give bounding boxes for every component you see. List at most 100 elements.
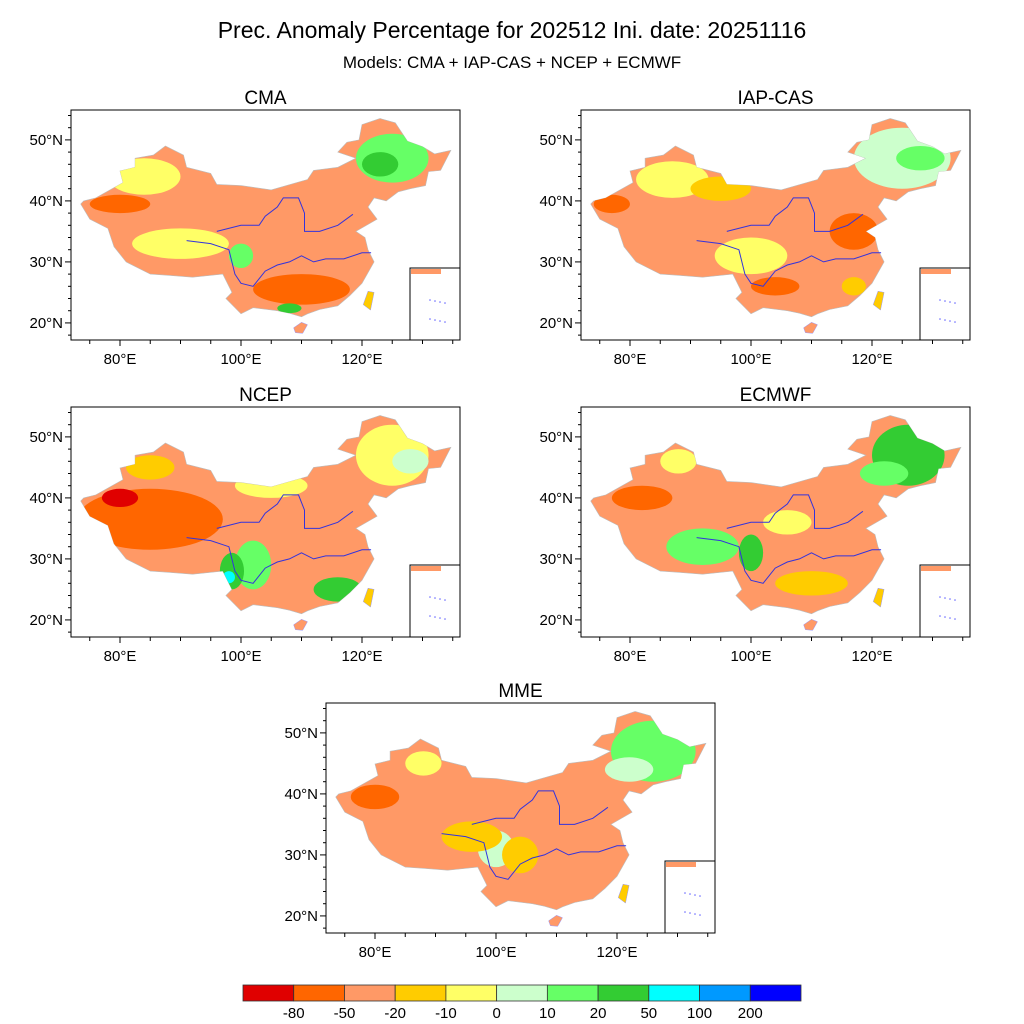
- inset-island-dot: [944, 300, 946, 302]
- map-panel-iap-cas: IAP-CAS 80°E 100°E 120°E 20°N 30°N 40°N 50°N: [539, 88, 971, 368]
- inset-island-dot: [684, 911, 686, 913]
- inset-island-dot: [699, 895, 701, 897]
- anomaly-region: [126, 455, 175, 480]
- x-tick-label: 80°E: [104, 351, 137, 368]
- inset-island-dot: [444, 618, 446, 620]
- hainan-fill: [293, 322, 308, 334]
- y-tick-label: 20°N: [284, 908, 318, 925]
- anomaly-region: [896, 145, 945, 171]
- x-tick-label: 80°E: [359, 944, 392, 961]
- anomaly-region: [829, 213, 879, 250]
- anomaly-region: [350, 784, 400, 810]
- map-panel-ncep: NCEP 80°E 100°E 120°E 20°N 30°N 40°N 50°N: [29, 385, 461, 665]
- inset-island-dot: [954, 302, 956, 304]
- anomaly-region: [775, 571, 848, 596]
- anomaly-region: [604, 757, 654, 782]
- anomaly-regions: [89, 133, 429, 314]
- x-tick-label: 80°E: [614, 648, 647, 665]
- anomaly-region: [405, 751, 442, 776]
- colorbar-swatch: [546, 984, 599, 1002]
- anomaly-region: [441, 821, 503, 852]
- y-tick-label: 30°N: [29, 254, 63, 271]
- panel-title: CMA: [244, 88, 287, 109]
- y-tick-label: 50°N: [29, 132, 63, 149]
- inset-island-dot: [689, 893, 691, 895]
- colorbar-label: -20: [384, 1005, 406, 1022]
- y-tick-label: 30°N: [284, 847, 318, 864]
- colorbar-swatch: [242, 984, 295, 1002]
- y-tick-label: 40°N: [29, 193, 63, 210]
- yellow-river-line: [216, 197, 354, 232]
- taiwan-fill: [872, 290, 885, 311]
- anomaly-region: [107, 158, 181, 195]
- x-tick-label: 80°E: [104, 648, 137, 665]
- inset-island-dot: [939, 615, 941, 617]
- anomaly-region: [313, 577, 362, 602]
- inset-island-dot: [684, 892, 686, 894]
- inset-island-dot: [944, 319, 946, 321]
- anomaly-region: [859, 461, 909, 486]
- anomaly-region: [593, 194, 631, 214]
- inset-island-dot: [949, 617, 951, 619]
- taiwan-fill: [872, 587, 885, 608]
- inset-island-dot: [434, 616, 436, 618]
- anomaly-region: [234, 540, 272, 590]
- colorbar-label: 50: [640, 1005, 657, 1022]
- x-tick-label: 120°E: [851, 351, 892, 368]
- inset-coast-fill: [411, 269, 441, 274]
- inset-island-dot: [439, 320, 441, 322]
- anomaly-regions: [80, 424, 429, 602]
- panel-title: MME: [498, 681, 542, 702]
- anomaly-region: [80, 488, 223, 550]
- anomaly-region: [750, 277, 800, 296]
- yangtze-river-line: [186, 240, 372, 287]
- colorbar: -80 -50 -20 -10 0 10 20 50 100 200: [242, 984, 802, 1022]
- colorbar-swatch: [344, 984, 396, 1002]
- inset-coast-fill: [666, 862, 696, 867]
- inset-island-dot: [949, 598, 951, 600]
- yangtze-river-line: [696, 537, 882, 584]
- x-tick-label: 80°E: [614, 351, 647, 368]
- anomaly-region: [714, 237, 788, 275]
- y-tick-label: 20°N: [29, 315, 63, 332]
- inset-island-dot: [939, 596, 941, 598]
- anomaly-region: [361, 152, 399, 177]
- y-tick-label: 50°N: [539, 429, 573, 446]
- colorbar-swatch: [597, 984, 650, 1002]
- anomaly-region: [101, 488, 139, 508]
- inset-island-dot: [699, 914, 701, 916]
- anomaly-region: [277, 303, 302, 314]
- colorbar-label: -50: [334, 1005, 356, 1022]
- anomaly-region: [234, 473, 308, 498]
- yellow-river-line: [471, 790, 609, 825]
- colorbar-swatch: [496, 984, 548, 1002]
- x-tick-label: 120°E: [596, 944, 637, 961]
- inset-coast-fill: [921, 269, 951, 274]
- y-tick-label: 20°N: [29, 612, 63, 629]
- taiwan-fill: [362, 290, 375, 311]
- anomaly-region: [660, 449, 697, 474]
- inset-island-dot: [429, 615, 431, 617]
- south-china-sea-inset: [409, 564, 461, 638]
- inset-island-dot: [944, 616, 946, 618]
- inset-island-dot: [694, 913, 696, 915]
- inset-island-dot: [939, 299, 941, 301]
- x-tick-label: 120°E: [851, 648, 892, 665]
- south-china-sea-inset: [919, 267, 971, 341]
- panel-title: IAP-CAS: [737, 88, 813, 109]
- hainan-fill: [803, 322, 818, 334]
- map-panel-ecmwf: ECMWF 80°E 100°E 120°E 20°N 30°N 40°N 50°N: [539, 385, 971, 665]
- anomaly-region: [611, 485, 673, 511]
- anomaly-region: [502, 836, 539, 874]
- anomaly-region: [228, 243, 254, 269]
- y-tick-label: 40°N: [539, 490, 573, 507]
- y-tick-label: 40°N: [284, 786, 318, 803]
- colorbar-label: -10: [435, 1005, 457, 1022]
- x-tick-label: 120°E: [341, 351, 382, 368]
- inset-island-dot: [439, 598, 441, 600]
- anomaly-regions: [350, 720, 696, 874]
- colorbar-swatch: [293, 984, 345, 1002]
- y-tick-label: 40°N: [539, 193, 573, 210]
